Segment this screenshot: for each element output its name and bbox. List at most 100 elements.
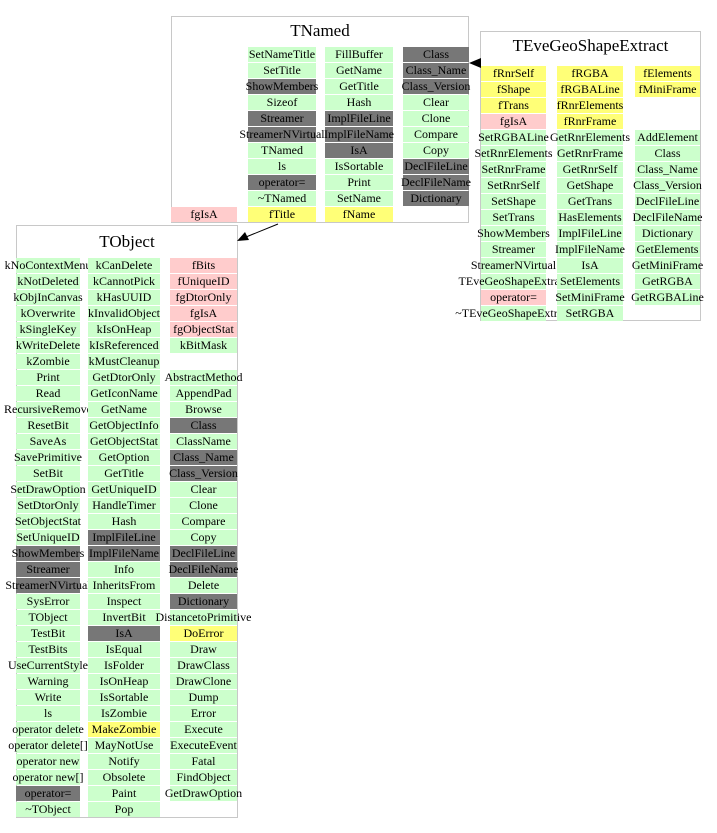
member-tobject[interactable]: Clone [170, 498, 237, 513]
member-tobject[interactable]: GetObjectInfo [88, 418, 160, 433]
member-tobject[interactable]: Copy [170, 530, 237, 545]
member-tobject[interactable]: ExecuteEvent [170, 738, 237, 753]
member-tevegeoshapeextract[interactable]: fTrans [481, 98, 546, 113]
member-tobject[interactable]: Compare [170, 514, 237, 529]
member-tobject[interactable]: Info [88, 562, 160, 577]
member-tobject[interactable]: Hash [88, 514, 160, 529]
member-tnamed[interactable]: GetTitle [325, 79, 393, 94]
member-tobject[interactable]: StreamerNVirtual [5, 578, 91, 593]
member-tobject[interactable]: HandleTimer [88, 498, 160, 513]
member-tobject[interactable]: Error [170, 706, 237, 721]
member-tobject[interactable]: InheritsFrom [88, 578, 160, 593]
member-tobject[interactable]: operator new [16, 754, 80, 769]
member-tobject[interactable]: Class [170, 418, 237, 433]
member-tevegeoshapeextract[interactable]: StreamerNVirtual [470, 258, 557, 273]
member-tobject[interactable]: kIsOnHeap [88, 322, 160, 337]
member-tevegeoshapeextract[interactable]: fShape [481, 82, 546, 97]
member-tevegeoshapeextract[interactable]: fRnrElements [556, 98, 624, 113]
member-tobject[interactable]: operator= [16, 786, 80, 801]
member-tevegeoshapeextract[interactable]: SetRGBALine [478, 130, 549, 145]
member-tobject[interactable]: ShowMembers [11, 546, 85, 561]
member-tnamed[interactable]: operator= [248, 175, 316, 190]
member-tobject[interactable]: operator delete[] [8, 738, 88, 753]
member-tobject[interactable]: Streamer [16, 562, 80, 577]
member-tobject[interactable]: kNoContextMenu [4, 258, 92, 273]
member-tevegeoshapeextract[interactable]: fRnrFrame [557, 114, 623, 129]
member-tobject[interactable]: kCannotPick [88, 274, 160, 289]
member-tobject[interactable]: UseCurrentStyle [8, 658, 88, 673]
member-tevegeoshapeextract[interactable]: GetMiniFrame [631, 258, 704, 273]
member-tobject[interactable]: GetObjectStat [88, 434, 160, 449]
member-tobject[interactable]: Print [16, 370, 80, 385]
member-tevegeoshapeextract[interactable]: SetRnrFrame [481, 162, 546, 177]
member-tevegeoshapeextract[interactable]: SetRnrSelf [481, 178, 546, 193]
member-tobject[interactable]: kSingleKey [16, 322, 80, 337]
member-tobject[interactable]: kObjInCanvas [13, 290, 83, 305]
member-tobject[interactable]: GetDrawOption [164, 786, 243, 801]
member-tnamed[interactable]: fgIsA [171, 207, 237, 222]
member-tnamed[interactable]: Class_Name [403, 63, 469, 78]
member-tevegeoshapeextract[interactable]: ImplFileName [555, 242, 625, 257]
member-tnamed[interactable]: Clone [403, 111, 469, 126]
member-tobject[interactable]: SetObjectStat [15, 514, 81, 529]
member-tobject[interactable]: SetBit [16, 466, 80, 481]
member-tobject[interactable]: Class_Version [169, 466, 238, 481]
member-tevegeoshapeextract[interactable]: fRGBA [557, 66, 623, 81]
member-tevegeoshapeextract[interactable]: SetRnrElements [474, 146, 553, 161]
member-tevegeoshapeextract[interactable]: fRnrSelf [481, 66, 546, 81]
member-tobject[interactable]: AppendPad [170, 386, 237, 401]
member-tobject[interactable]: kBitMask [170, 338, 237, 353]
member-tobject[interactable]: DrawClass [170, 658, 237, 673]
member-tobject[interactable]: kNotDeleted [16, 274, 80, 289]
member-tnamed[interactable]: Print [325, 175, 393, 190]
member-tobject[interactable]: TObject [16, 610, 80, 625]
member-tevegeoshapeextract[interactable]: GetRnrSelf [557, 162, 623, 177]
member-tobject[interactable]: SysError [16, 594, 80, 609]
member-tnamed[interactable]: Class_Version [401, 79, 471, 94]
member-tevegeoshapeextract[interactable]: fElements [635, 66, 700, 81]
member-tobject[interactable]: MayNotUse [88, 738, 160, 753]
member-tobject[interactable]: operator new[] [12, 770, 84, 785]
member-tevegeoshapeextract[interactable]: ShowMembers [477, 226, 550, 241]
member-tobject[interactable]: IsSortable [88, 690, 160, 705]
member-tnamed[interactable]: ~TNamed [248, 191, 316, 206]
member-tobject[interactable]: kZombie [16, 354, 80, 369]
member-tevegeoshapeextract[interactable]: DeclFileLine [635, 194, 700, 209]
member-tobject[interactable]: DeclFileName [168, 562, 239, 577]
member-tnamed[interactable]: Copy [403, 143, 469, 158]
member-tobject[interactable]: GetName [88, 402, 160, 417]
member-tobject[interactable]: IsOnHeap [88, 674, 160, 689]
member-tobject[interactable]: IsA [88, 626, 160, 641]
member-tnamed[interactable]: ShowMembers [245, 79, 319, 94]
member-tevegeoshapeextract[interactable]: SetElements [557, 274, 623, 289]
member-tnamed[interactable]: ImplFileName [324, 127, 394, 142]
member-tevegeoshapeextract[interactable]: DeclFileName [632, 210, 703, 225]
member-tobject[interactable]: Dictionary [170, 594, 237, 609]
member-tobject[interactable]: Pop [88, 802, 160, 817]
member-tobject[interactable]: fUniqueID [170, 274, 237, 289]
member-tnamed[interactable]: SetTitle [248, 63, 316, 78]
member-tevegeoshapeextract[interactable]: HasElements [557, 210, 623, 225]
member-tobject[interactable]: ls [16, 706, 80, 721]
member-tnamed[interactable]: Streamer [248, 111, 316, 126]
member-tevegeoshapeextract[interactable]: SetRGBA [557, 306, 623, 321]
member-tevegeoshapeextract[interactable]: fRGBALine [557, 82, 623, 97]
member-tobject[interactable]: GetIconName [88, 386, 160, 401]
member-tobject[interactable]: IsZombie [88, 706, 160, 721]
member-tnamed[interactable]: GetName [325, 63, 393, 78]
member-tevegeoshapeextract[interactable]: fgIsA [481, 114, 546, 129]
member-tobject[interactable]: ImplFileLine [88, 530, 160, 545]
member-tobject[interactable]: AbstractMethod [164, 370, 243, 385]
member-tnamed[interactable]: fTitle [248, 207, 316, 222]
member-tevegeoshapeextract[interactable]: IsA [557, 258, 623, 273]
member-tobject[interactable]: kWriteDelete [15, 338, 81, 353]
member-tobject[interactable]: GetTitle [88, 466, 160, 481]
member-tevegeoshapeextract[interactable]: GetShape [557, 178, 623, 193]
member-tevegeoshapeextract[interactable]: Class_Name [635, 162, 700, 177]
member-tnamed[interactable]: Dictionary [403, 191, 469, 206]
member-tobject[interactable]: RecursiveRemove [4, 402, 92, 417]
member-tevegeoshapeextract[interactable]: operator= [481, 290, 546, 305]
member-tevegeoshapeextract[interactable]: Class [635, 146, 700, 161]
member-tobject[interactable]: Read [16, 386, 80, 401]
member-tobject[interactable]: Browse [170, 402, 237, 417]
